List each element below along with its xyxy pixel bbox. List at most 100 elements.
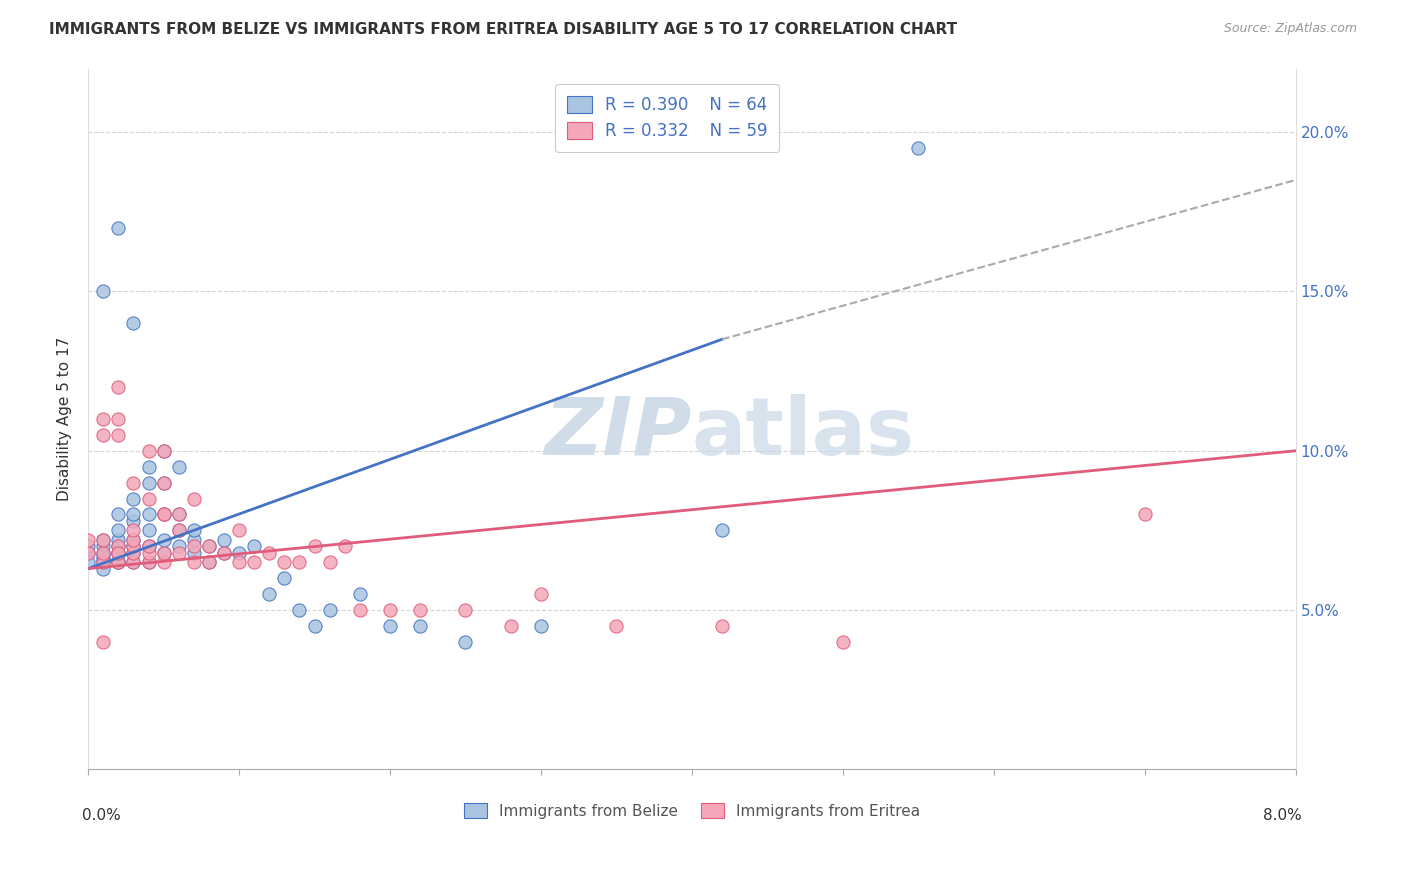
Point	[378, 603, 401, 617]
Point	[167, 546, 190, 560]
Point	[183, 533, 205, 547]
Point	[107, 380, 129, 394]
Point	[122, 524, 145, 538]
Point	[138, 546, 160, 560]
Point	[212, 533, 235, 547]
Point	[138, 475, 160, 490]
Text: atlas: atlas	[692, 394, 915, 472]
Point	[107, 220, 129, 235]
Point	[378, 619, 401, 633]
Point	[122, 546, 145, 560]
Point	[152, 546, 174, 560]
Point	[318, 603, 340, 617]
Point	[122, 546, 145, 560]
Point	[107, 427, 129, 442]
Point	[167, 508, 190, 522]
Point	[91, 427, 114, 442]
Point	[167, 524, 190, 538]
Point	[1133, 508, 1156, 522]
Point	[91, 561, 114, 575]
Point	[91, 546, 114, 560]
Point	[288, 555, 311, 569]
Point	[91, 552, 114, 566]
Point	[152, 555, 174, 569]
Point	[77, 539, 100, 553]
Point	[107, 555, 129, 569]
Point	[91, 539, 114, 553]
Point	[152, 508, 174, 522]
Point	[831, 635, 853, 649]
Point	[228, 524, 250, 538]
Point	[167, 524, 190, 538]
Point	[212, 546, 235, 560]
Point	[91, 555, 114, 569]
Point	[107, 539, 129, 553]
Point	[107, 533, 129, 547]
Point	[107, 555, 129, 569]
Point	[138, 491, 160, 506]
Point	[243, 539, 266, 553]
Point	[107, 546, 129, 560]
Point	[288, 603, 311, 617]
Point	[138, 443, 160, 458]
Point	[138, 524, 160, 538]
Point	[349, 587, 371, 601]
Point	[907, 141, 929, 155]
Point	[91, 285, 114, 299]
Point	[167, 539, 190, 553]
Point	[530, 619, 553, 633]
Point	[91, 533, 114, 547]
Point	[152, 508, 174, 522]
Point	[273, 571, 295, 585]
Point	[167, 508, 190, 522]
Point	[107, 539, 129, 553]
Point	[198, 555, 221, 569]
Point	[77, 546, 100, 560]
Point	[122, 508, 145, 522]
Point	[91, 549, 114, 563]
Point	[122, 539, 145, 553]
Point	[107, 524, 129, 538]
Point	[138, 555, 160, 569]
Point	[259, 587, 281, 601]
Point	[122, 317, 145, 331]
Point	[152, 475, 174, 490]
Point	[91, 533, 114, 547]
Point	[107, 412, 129, 426]
Point	[152, 508, 174, 522]
Point	[183, 546, 205, 560]
Point	[711, 619, 734, 633]
Point	[273, 555, 295, 569]
Point	[107, 555, 129, 569]
Point	[304, 619, 326, 633]
Point	[183, 555, 205, 569]
Point	[107, 508, 129, 522]
Point	[198, 539, 221, 553]
Point	[77, 546, 100, 560]
Point	[228, 555, 250, 569]
Point	[243, 555, 266, 569]
Legend: Immigrants from Belize, Immigrants from Eritrea: Immigrants from Belize, Immigrants from …	[457, 797, 927, 825]
Text: ZIP: ZIP	[544, 394, 692, 472]
Point	[122, 533, 145, 547]
Text: IMMIGRANTS FROM BELIZE VS IMMIGRANTS FROM ERITREA DISABILITY AGE 5 TO 17 CORRELA: IMMIGRANTS FROM BELIZE VS IMMIGRANTS FRO…	[49, 22, 957, 37]
Point	[138, 459, 160, 474]
Point	[122, 491, 145, 506]
Point	[228, 546, 250, 560]
Point	[183, 524, 205, 538]
Point	[454, 603, 477, 617]
Point	[122, 475, 145, 490]
Point	[167, 459, 190, 474]
Point	[152, 533, 174, 547]
Point	[152, 546, 174, 560]
Point	[122, 533, 145, 547]
Point	[711, 524, 734, 538]
Point	[138, 508, 160, 522]
Point	[122, 539, 145, 553]
Point	[152, 443, 174, 458]
Point	[122, 555, 145, 569]
Point	[349, 603, 371, 617]
Point	[77, 533, 100, 547]
Point	[122, 555, 145, 569]
Point	[138, 555, 160, 569]
